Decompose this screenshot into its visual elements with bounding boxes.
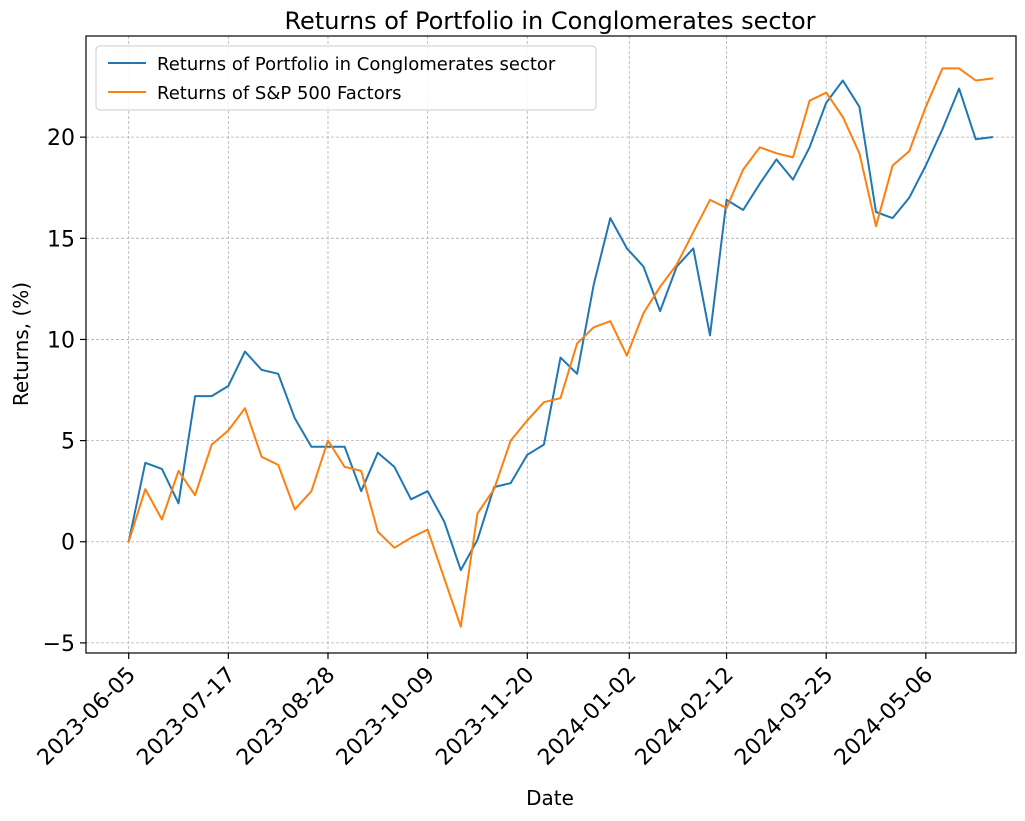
x-axis-label: Date: [526, 786, 574, 810]
plot-frame: [85, 35, 1017, 654]
legend-entry-portfolio: Returns of Portfolio in Conglomerates se…: [157, 54, 556, 75]
y-tick-label: 20: [47, 126, 75, 151]
chart-title: Returns of Portfolio in Conglomerates se…: [284, 7, 815, 35]
legend: Returns of Portfolio in Conglomerates se…: [95, 45, 597, 111]
y-axis-ticks: −5 0 5 10 15 20: [43, 126, 86, 657]
y-tick-label: 15: [47, 227, 75, 252]
legend-box: [95, 45, 597, 111]
y-tick-label: 0: [61, 531, 75, 556]
series-line-portfolio: [127, 79, 994, 572]
y-axis-label: Returns, (%): [9, 282, 33, 406]
grid: [86, 36, 1016, 653]
legend-entry-sp500: Returns of S&P 500 Factors: [157, 83, 402, 104]
y-tick-label: −5: [43, 632, 75, 657]
series-line-sp500: [127, 67, 994, 628]
y-tick-label: 10: [47, 328, 75, 353]
y-tick-label: 5: [61, 430, 75, 455]
series-lines: [127, 67, 994, 628]
